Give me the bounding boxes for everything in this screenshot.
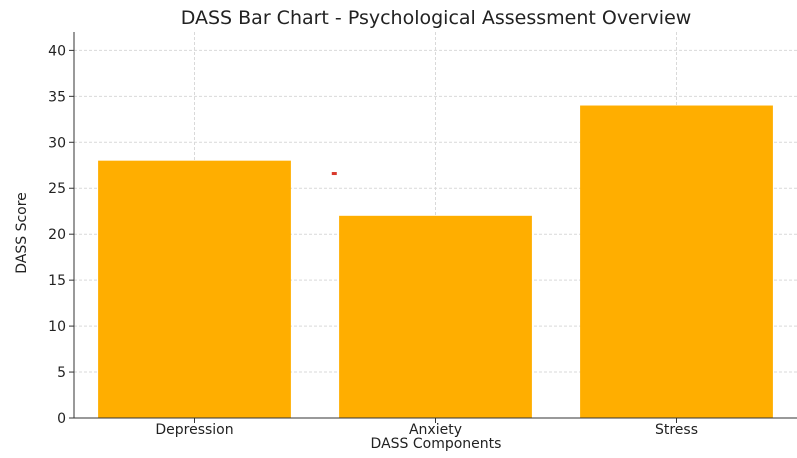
marker-point [331, 172, 337, 176]
x-tick-labels: Depression Anxiety Stress [155, 422, 698, 438]
y-tick-label: 30 [48, 135, 66, 151]
y-tick-label: 0 [57, 411, 66, 427]
annotation-markers [331, 172, 337, 176]
bar-anxiety [339, 215, 532, 418]
x-axis-label: DASS Components [371, 436, 502, 452]
axes [69, 32, 797, 423]
bars [98, 105, 773, 419]
y-tick-label: 20 [48, 227, 66, 243]
bar-stress [580, 105, 773, 419]
y-tick-labels: 0 5 10 15 20 25 30 35 40 [48, 43, 66, 427]
bar-depression [98, 160, 291, 418]
chart-title: DASS Bar Chart - Psychological Assessmen… [181, 7, 692, 29]
y-tick-label: 15 [48, 273, 66, 289]
x-tick-label: Stress [655, 422, 698, 438]
x-tick-label: Anxiety [409, 422, 462, 438]
x-tick-label: Depression [155, 422, 233, 438]
y-tick-label: 35 [48, 89, 66, 105]
y-axis-label: DASS Score [14, 192, 30, 274]
y-tick-label: 10 [48, 319, 66, 335]
y-tick-label: 25 [48, 181, 66, 197]
y-tick-label: 40 [48, 43, 66, 59]
y-tick-label: 5 [57, 365, 66, 381]
